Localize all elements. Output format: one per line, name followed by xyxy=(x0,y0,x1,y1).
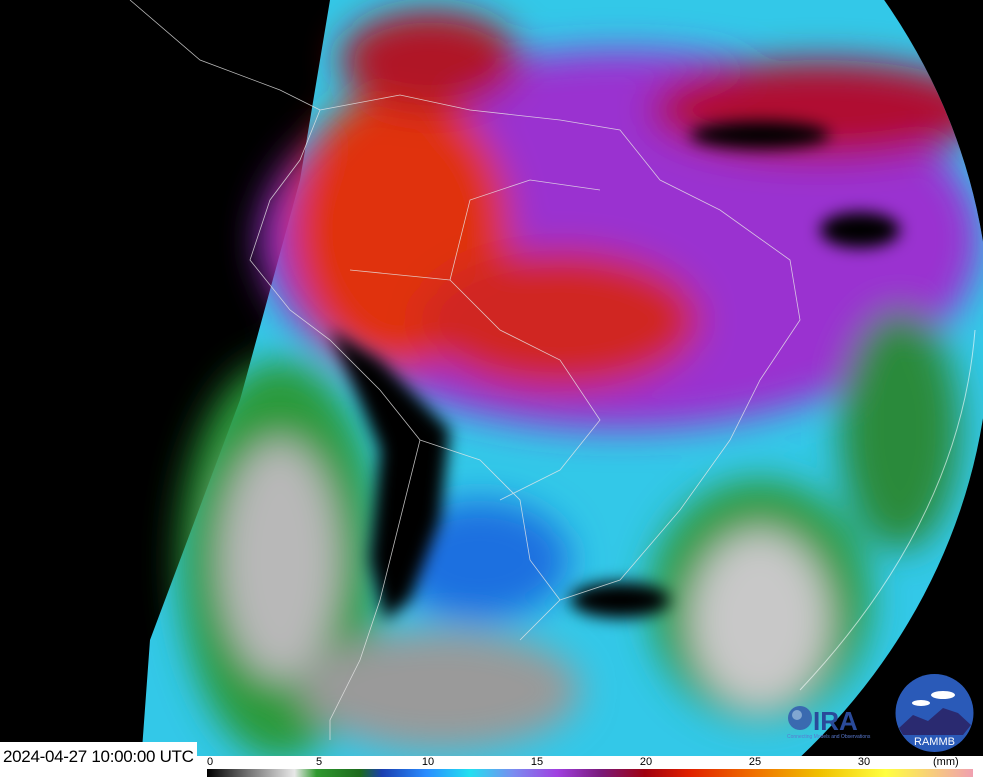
country-borders xyxy=(129,0,801,740)
rammb-text: RAMMB xyxy=(914,736,955,748)
timestamp-label: 2024-04-27 10:00:00 UTC xyxy=(0,742,197,777)
cira-tagline: Connecting Models and Observations xyxy=(787,734,871,740)
colorbar-tick-10: 10 xyxy=(421,756,435,768)
cira-logo: IRA Connecting Models and Observations xyxy=(787,706,871,740)
colorbar-gradient xyxy=(207,769,973,777)
colorbar-tick-20: 20 xyxy=(639,756,653,768)
rammb-logo: RAMMB xyxy=(895,674,974,752)
colorbar-units: (mm) xyxy=(933,756,959,768)
colorbar-tick-25: 25 xyxy=(748,756,762,768)
colorbar-tick-15: 15 xyxy=(530,756,544,768)
svg-text:IRA: IRA xyxy=(813,706,858,736)
colorbar-tick-5: 5 xyxy=(315,756,323,768)
colorbar-tick-0: 0 xyxy=(206,756,214,768)
earth-disk xyxy=(140,0,983,777)
colorbar-tick-30: 30 xyxy=(857,756,871,768)
colorbar-legend: 0 5 10 15 20 25 30 (mm) xyxy=(197,756,983,777)
